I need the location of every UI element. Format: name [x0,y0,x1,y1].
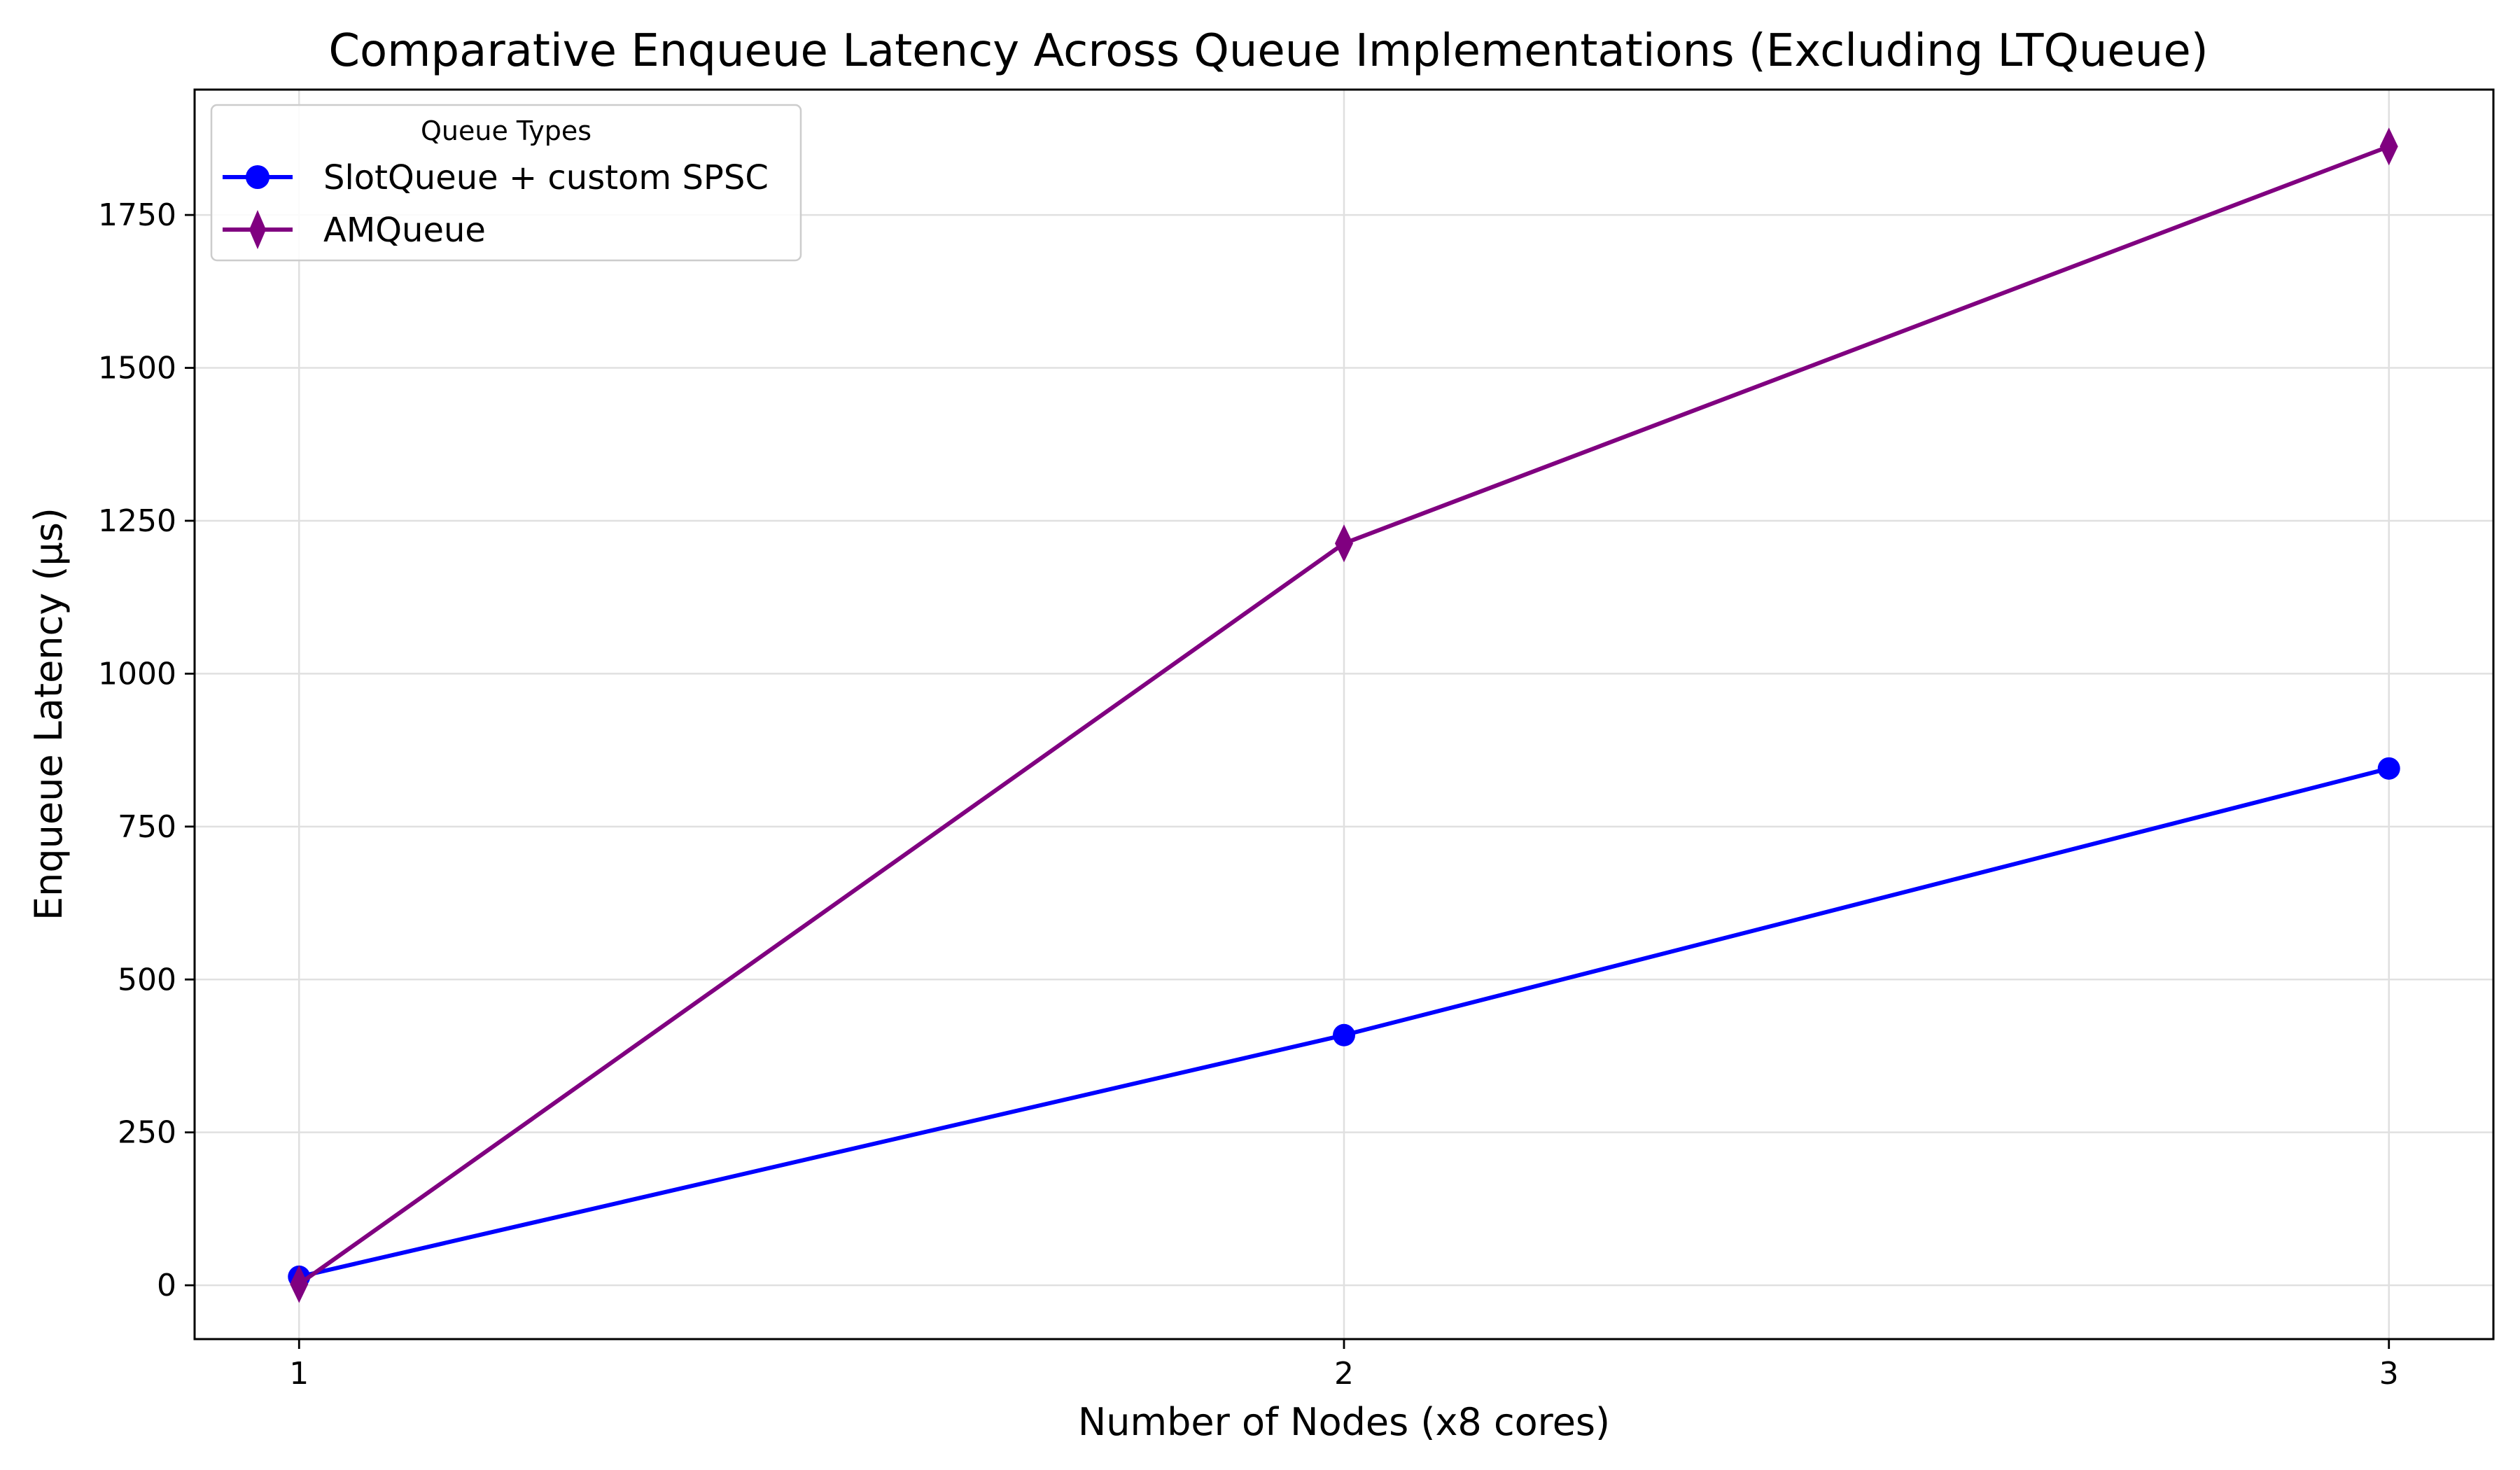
legend-marker-slotqueue [246,165,270,189]
x-tick-label: 1 [289,1356,309,1392]
x-axis-label: Number of Nodes (x8 cores) [1078,1400,1610,1444]
legend: Queue Types SlotQueue + custom SPSC AMQu… [210,104,802,262]
legend-title: Queue Types [421,115,592,146]
x-tick-label: 2 [1334,1356,1354,1392]
y-axis-label: Enqueue Latency (μs) [27,507,71,920]
legend-marker-amqueue [249,210,266,249]
y-tick-label: 0 [157,1268,176,1303]
y-tick-label: 500 [118,962,176,997]
x-tick-label: 3 [2379,1356,2399,1392]
legend-entry-amqueue: AMQueue [223,210,486,250]
series-amqueue [290,127,2398,1303]
chart-title: Comparative Enqueue Latency Across Queue… [328,25,2208,77]
data-point [1333,1023,1355,1046]
y-tick-label: 1000 [98,656,176,692]
data-point [2377,757,2400,780]
series-layer [288,127,2400,1303]
y-tick-label: 1250 [98,503,176,539]
legend-box [210,104,802,262]
y-tick-label: 1500 [98,351,176,386]
data-point [1335,524,1353,563]
y-tick-label: 250 [118,1115,176,1151]
legend-label-amqueue: AMQueue [323,211,486,250]
y-tick-label: 1750 [98,197,176,233]
axis-ticks: 0 250 500 750 1000 1250 1500 1750 1 2 3 [98,197,2399,1392]
data-point [2379,127,2398,166]
y-tick-label: 750 [118,809,176,845]
legend-entry-slotqueue: SlotQueue + custom SPSC [223,158,769,197]
legend-label-slotqueue: SlotQueue + custom SPSC [323,158,769,197]
data-point [290,1265,309,1303]
